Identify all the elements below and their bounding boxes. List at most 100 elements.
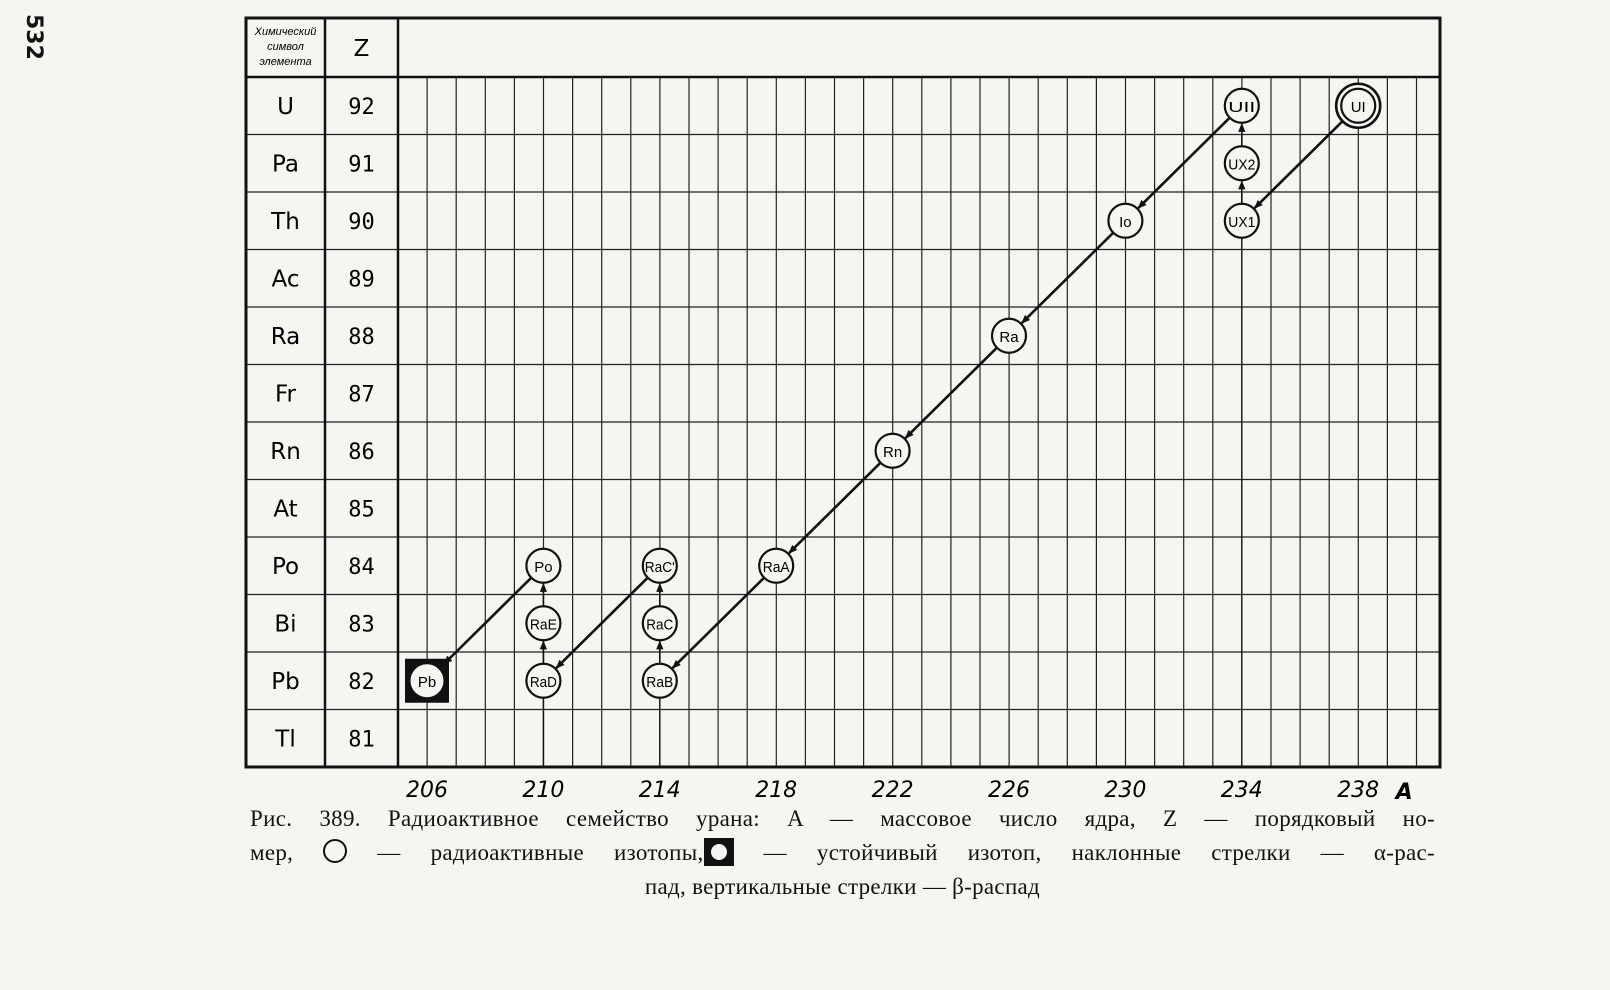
row-symbol-ac: Ac — [272, 266, 300, 292]
alpha-decay-arrow — [1137, 116, 1231, 210]
isotope-ring — [874, 432, 911, 469]
isotope-ui: UI — [1334, 82, 1382, 130]
figure-caption: Рис. 389. Радиоактивное семейство урана:… — [250, 802, 1435, 904]
a-tick-238: 238 — [1337, 778, 1379, 800]
header-element-symbol-line: элемента — [259, 56, 311, 68]
uranium-decay-diagram: Химический символ элемента Z U 92 Pa 91 Th 90 Ac 8… — [244, 16, 1442, 800]
a-tick-206: 206 — [406, 778, 448, 800]
isotope-ring — [525, 662, 562, 699]
isotope-ring — [1340, 87, 1377, 124]
row-z-82: 82 — [348, 670, 375, 695]
isotope-ring — [1223, 87, 1260, 124]
isotope-io: Io — [1107, 202, 1144, 239]
isotope-rae: RaE — [525, 605, 562, 642]
isotope-rac: RaC — [641, 605, 678, 642]
isotope-ring — [758, 547, 795, 584]
row-symbol-u: U — [277, 94, 294, 120]
row-z-88: 88 — [348, 325, 375, 350]
row-z-89: 89 — [348, 267, 375, 292]
radioactive-isotope-symbol-icon — [323, 839, 348, 863]
row-symbol-fr: Fr — [275, 381, 297, 407]
isotope-label: RaC — [646, 616, 673, 633]
row-symbol-rn: Rn — [270, 439, 301, 465]
header-element-symbol-line: Химический — [254, 26, 317, 38]
row-symbol-pa: Pa — [272, 151, 299, 177]
isotope-rac-prime: RaC' — [641, 547, 678, 584]
stable-isotope-symbol-icon — [703, 838, 734, 866]
isotope-rn: Rn — [874, 432, 911, 469]
decay-arrows — [443, 116, 1344, 767]
row-symbol-at: At — [273, 496, 297, 522]
isotope-ring — [990, 317, 1028, 354]
row-z-83: 83 — [348, 612, 375, 637]
row-symbol-tl: Tl — [274, 726, 295, 752]
isotope-ring — [641, 547, 678, 584]
isotope-label: RaC' — [645, 559, 675, 576]
row-symbol-pb: Pb — [271, 669, 299, 695]
table-header: Химический символ элемента Z — [254, 26, 370, 68]
isotope-label: UII — [1228, 99, 1255, 116]
a-tick-226: 226 — [988, 778, 1030, 800]
isotope-label: RaB — [646, 674, 673, 691]
caption-line-3: пад, вертикальные стрелки — β-распад — [644, 874, 1041, 899]
isotope-label: RaA — [763, 559, 790, 576]
row-z-81: 81 — [348, 727, 375, 752]
diagram-frame — [244, 16, 1442, 769]
isotope-label: Io — [1119, 214, 1132, 231]
row-z-90: 90 — [348, 210, 375, 235]
row-z-92: 92 — [348, 95, 375, 120]
isotope-pb: Pb — [405, 658, 449, 703]
header-element-symbol-line: символ — [267, 41, 304, 53]
element-rows: U 92 Pa 91 Th 90 Ac 89 Ra 88 Fr 87 Rn 86 At 85 Po 84 Bi 83 P… — [270, 94, 375, 753]
row-z-91: 91 — [348, 152, 375, 177]
row-symbol-th: Th — [270, 209, 300, 235]
isotope-rad: RaD — [525, 662, 562, 699]
isotope-label: Rn — [883, 444, 902, 461]
isotope-ra: Ra — [990, 317, 1028, 354]
alpha-decay-arrow — [1253, 120, 1344, 210]
grid — [244, 16, 1442, 769]
row-symbol-po: Po — [272, 554, 299, 580]
caption-line-1: Рис. 389. Радиоактивное семейство урана:… — [250, 806, 1435, 831]
a-tick-230: 230 — [1104, 778, 1146, 800]
row-symbol-ra: Ra — [271, 324, 301, 350]
row-symbol-bi: Bi — [274, 611, 296, 637]
alpha-decay-arrow — [671, 576, 766, 670]
isotope-ring — [525, 605, 562, 642]
row-z-84: 84 — [348, 555, 375, 580]
isotope-label: UX2 — [1228, 156, 1255, 173]
row-z-86: 86 — [348, 440, 375, 465]
header-z: Z — [354, 36, 370, 62]
isotope-ring — [1223, 202, 1260, 239]
alpha-decay-arrow — [1020, 231, 1115, 325]
a-tick-214: 214 — [639, 778, 681, 800]
isotope-rab: RaB — [641, 662, 678, 699]
isotope-ux2: UX2 — [1223, 145, 1260, 182]
a-tick-210: 210 — [522, 778, 564, 800]
isotope-label: UX1 — [1228, 214, 1255, 231]
isotope-raa: RaA — [758, 547, 795, 584]
alpha-decay-arrow — [788, 461, 882, 555]
isotope-ring — [1223, 145, 1260, 182]
isotope-ring — [1107, 202, 1144, 239]
mass-axis: 206 210 214 218 222 226 230 234 238 A — [406, 778, 1413, 800]
alpha-decay-arrow — [443, 576, 533, 665]
isotope-ux1: UX1 — [1223, 202, 1260, 239]
a-tick-218: 218 — [755, 778, 797, 800]
isotope-ring — [525, 547, 562, 584]
isotope-label: Po — [534, 559, 552, 576]
caption-line-2: мер, — радиоактивные изотопы, — устойчив… — [250, 836, 1435, 870]
alpha-decay-arrow — [555, 576, 649, 670]
a-tick-234: 234 — [1221, 778, 1263, 800]
row-z-85: 85 — [348, 497, 375, 522]
isotope-label: Pb — [418, 674, 436, 691]
caption-line-2-start: мер, — [250, 840, 294, 865]
isotope-label: RaD — [530, 674, 557, 691]
isotope-uii: UII — [1223, 87, 1260, 124]
isotope-ring — [641, 605, 678, 642]
isotopes: UI UII UX2 UX1 Io Ra Rn RaA RaC' RaC RaB Po RaE RaD Pb — [405, 82, 1382, 703]
a-axis-label: A — [1394, 780, 1413, 800]
isotope-po: Po — [525, 547, 562, 584]
isotope-label: RaE — [530, 616, 557, 633]
stable-isotope-ring — [410, 664, 444, 698]
